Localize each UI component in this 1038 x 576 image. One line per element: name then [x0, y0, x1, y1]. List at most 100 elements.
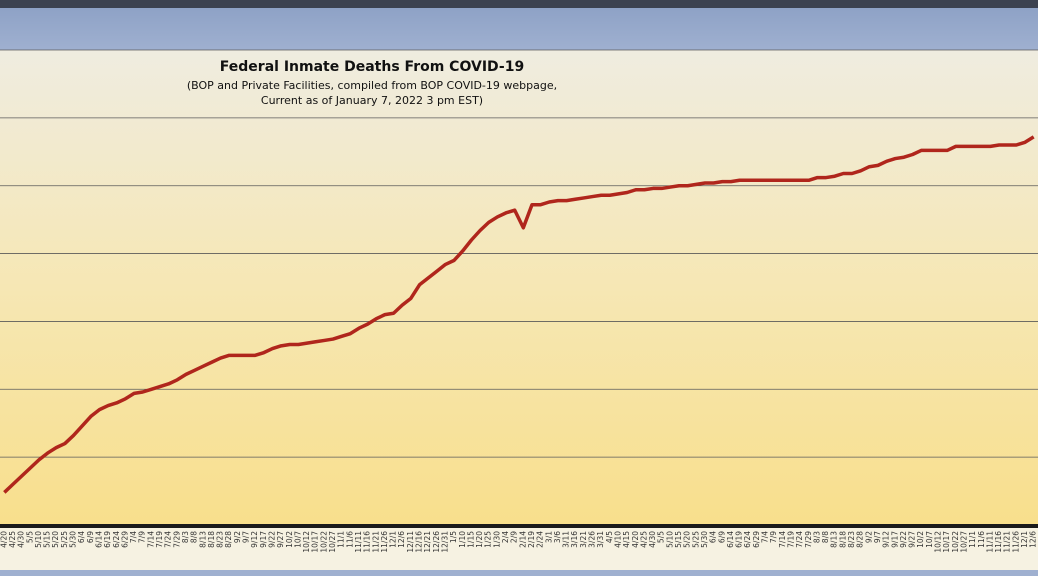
x-tick-label: 6/14: [94, 531, 103, 548]
x-tick-label: 7/14: [778, 531, 787, 548]
x-tick-label: 10/2: [285, 531, 294, 548]
x-tick-label: 6/14: [726, 531, 735, 548]
x-tick-label: 10/22: [951, 531, 960, 553]
x-tick-label: 1/5: [449, 531, 458, 543]
x-tick-label: 10/27: [959, 531, 968, 553]
x-labels: 4/20 4/25 4/30 5/5 5/10 5/15 5/20 5/25 5/30 6/4 6/…: [0, 531, 1038, 553]
x-tick-label: 7/24: [795, 531, 804, 548]
x-tick-label: 3/16: [570, 531, 579, 548]
bottom-strip: [0, 570, 1038, 576]
x-tick-label: 10/17: [311, 531, 320, 553]
x-tick-label: 1/20: [475, 531, 484, 548]
x-tick-label: 6/24: [743, 531, 752, 548]
x-tick-label: 3/31: [596, 531, 605, 548]
x-tick-label: 5/5: [25, 531, 34, 543]
x-tick-label: 5/5: [657, 531, 666, 543]
x-tick-label: 4/10: [613, 531, 622, 548]
chart-title: Federal Inmate Deaths From COVID-19: [220, 59, 524, 75]
chart-subtitle: Current as of January 7, 2022 3 pm EST): [261, 94, 483, 107]
x-tick-label: 5/25: [691, 531, 700, 548]
x-tick-label: 3/1: [544, 531, 553, 543]
x-tick-label: 10/7: [925, 531, 934, 548]
x-tick-label: 6/19: [735, 531, 744, 548]
x-tick-label: 6/9: [717, 531, 726, 543]
x-tick-label: 11/21: [1003, 531, 1012, 553]
x-tick-label: 11/1: [337, 531, 346, 548]
x-tick-label: 10/12: [934, 531, 943, 553]
x-tick-label: 7/4: [761, 531, 770, 543]
top-strip: [0, 0, 1038, 8]
x-tick-label: 11/16: [363, 531, 372, 553]
x-tick-label: 12/1: [389, 531, 398, 548]
x-tick-label: 9/12: [882, 531, 891, 548]
x-tick-label: 7/29: [172, 531, 181, 548]
x-tick-label: 12/6: [1029, 531, 1038, 548]
x-tick-label: 9/27: [276, 531, 285, 548]
x-tick-label: 5/10: [34, 531, 43, 548]
header-band: [0, 8, 1038, 50]
x-tick-label: 5/10: [665, 531, 674, 548]
x-tick-label: 8/13: [830, 531, 839, 548]
x-tick-label: 12/26: [432, 531, 441, 553]
x-tick-label: 9/2: [233, 531, 242, 543]
x-tick-label: 8/18: [838, 531, 847, 548]
x-tick-label: 8/8: [190, 531, 199, 543]
x-tick-label: 11/11: [354, 531, 363, 553]
x-tick-label: 9/2: [864, 531, 873, 543]
x-tick-label: 7/9: [769, 531, 778, 543]
x-tick-label: 6/29: [120, 531, 129, 548]
x-tick-label: 8/3: [181, 531, 190, 543]
x-tick-label: 8/18: [207, 531, 216, 548]
x-tick-label: 3/21: [579, 531, 588, 548]
x-tick-label: 8/23: [216, 531, 225, 548]
x-tick-label: 5/30: [69, 531, 78, 548]
x-tick-label: 10/12: [302, 531, 311, 553]
x-tick-label: 11/6: [977, 531, 986, 548]
x-tick-label: 4/25: [639, 531, 648, 548]
x-tick-label: 11/16: [994, 531, 1003, 553]
x-tick-label: 10/7: [293, 531, 302, 548]
x-tick-label: 4/20: [631, 531, 640, 548]
x-tick-label: 7/19: [786, 531, 795, 548]
x-tick-label: 4/30: [17, 531, 26, 548]
x-tick-label: 6/4: [709, 531, 718, 543]
marks: [3, 135, 1035, 494]
x-tick-label: 5/20: [51, 531, 60, 548]
x-tick-label: 12/11: [406, 531, 415, 553]
x-tick-label: 8/13: [198, 531, 207, 548]
x-tick-label: 9/12: [250, 531, 259, 548]
x-tick-label: 2/24: [536, 531, 545, 548]
x-tick-label: 8/3: [812, 531, 821, 543]
x-tick-label: 10/22: [319, 531, 328, 553]
x-tick-label: 4/15: [622, 531, 631, 548]
x-tick-label: 8/8: [821, 531, 830, 543]
x-tick-label: 2/9: [510, 531, 519, 543]
x-tick-label: 7/24: [164, 531, 173, 548]
x-tick-label: 12/16: [415, 531, 424, 553]
x-tick-label: 6/29: [752, 531, 761, 548]
x-tick-label: 3/11: [562, 531, 571, 548]
x-tick-label: 1/25: [484, 531, 493, 548]
x-tick-label: 11/26: [1011, 531, 1020, 553]
x-tick-label: 9/7: [242, 531, 251, 543]
x-tick-label: 1/15: [466, 531, 475, 548]
x-tick-label: 11/21: [371, 531, 380, 553]
x-tick-label: 4/25: [8, 531, 17, 548]
x-tick-label: 11/11: [985, 531, 994, 553]
x-tick-label: 8/28: [224, 531, 233, 548]
x-tick-label: 9/7: [873, 531, 882, 543]
x-tick-label: 7/29: [804, 531, 813, 548]
x-tick-label: 10/17: [942, 531, 951, 553]
x-tick-label: 9/27: [908, 531, 917, 548]
label-area: [0, 528, 1038, 570]
x-tick-label: 1/30: [492, 531, 501, 548]
x-tick-label: 1/10: [458, 531, 467, 548]
x-tick-label: 7/9: [138, 531, 147, 543]
data-line: [3, 135, 1035, 494]
x-tick-label: 9/22: [267, 531, 276, 548]
x-tick-label: 6/9: [86, 531, 95, 543]
x-tick-label: 5/20: [683, 531, 692, 548]
x-tick-label: 7/4: [129, 531, 138, 543]
